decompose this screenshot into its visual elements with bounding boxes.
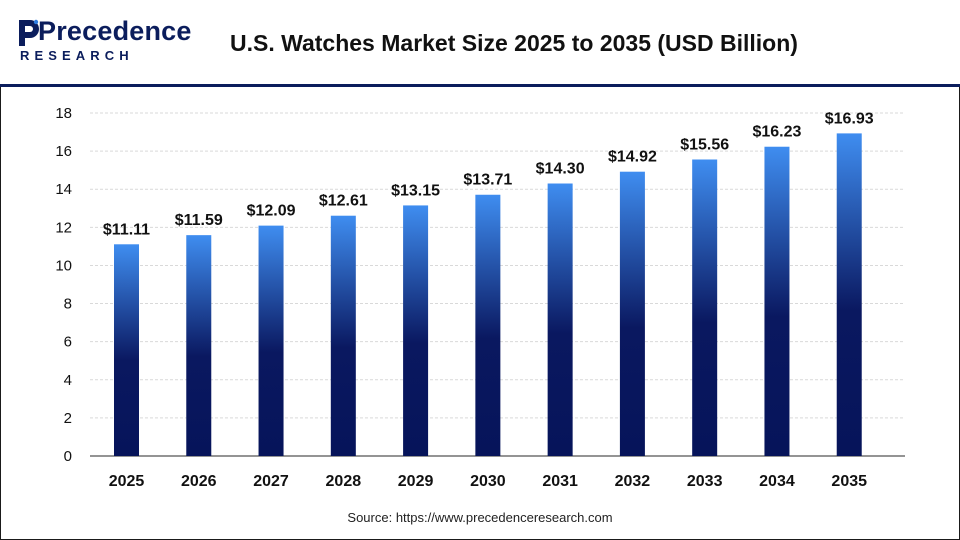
brand-logo: Precedence RESEARCH <box>16 14 191 64</box>
source-note: Source: https://www.precedenceresearch.c… <box>347 510 613 525</box>
y-tick-label: 18 <box>55 105 72 122</box>
y-tick-label: 6 <box>64 334 72 351</box>
y-tick-label: 4 <box>64 372 72 389</box>
x-tick-label: 2030 <box>470 473 506 490</box>
bar-chart: 0 2 4 6 8 10 12 14 16 18 $11.11 $11.59 $12.09 $12.61… <box>55 105 905 490</box>
x-tick-label: 2035 <box>831 473 867 490</box>
bar-2025 <box>114 244 139 456</box>
bar-2030 <box>475 194 501 456</box>
value-label-2025: $11.11 <box>103 221 150 238</box>
brand-p-icon <box>19 19 39 46</box>
bar-2031 <box>547 183 573 456</box>
bar-2027 <box>258 225 284 456</box>
y-tick-label: 14 <box>55 181 72 198</box>
y-tick-label: 2 <box>64 410 72 427</box>
value-label-2026: $11.59 <box>175 212 223 229</box>
bar-2026 <box>186 235 212 456</box>
value-label-2035: $16.93 <box>825 110 874 127</box>
value-labels: $11.11 $11.59 $12.09 $12.61 $13.15 $13.71 $14.… <box>103 110 874 238</box>
bar-2028 <box>330 215 356 456</box>
header: Precedence RESEARCH U.S. Watches Market … <box>0 0 960 84</box>
x-tick-label: 2031 <box>542 473 578 490</box>
x-tick-label: 2027 <box>253 473 289 490</box>
value-label-2028: $12.61 <box>319 193 368 210</box>
y-tick-label: 12 <box>55 219 72 236</box>
chart-title: U.S. Watches Market Size 2025 to 2035 (U… <box>230 30 798 56</box>
value-label-2031: $14.30 <box>536 161 585 178</box>
value-label-2030: $13.71 <box>463 172 512 189</box>
x-tick-label: 2029 <box>398 473 434 490</box>
x-tick-label: 2025 <box>109 473 145 490</box>
brand-subname: RESEARCH <box>20 48 134 63</box>
bar-2035 <box>836 133 862 456</box>
x-tick-label: 2033 <box>687 473 723 490</box>
value-label-2034: $16.23 <box>752 124 801 141</box>
y-tick-label: 10 <box>55 257 72 274</box>
bar-2032 <box>619 171 645 456</box>
y-axis: 0 2 4 6 8 10 12 14 16 18 <box>55 105 72 465</box>
x-tick-label: 2034 <box>759 473 795 490</box>
brand-name: Precedence <box>38 16 192 46</box>
value-label-2027: $12.09 <box>247 203 296 220</box>
bars <box>114 133 862 456</box>
y-tick-label: 16 <box>55 143 72 160</box>
value-label-2029: $13.15 <box>391 182 440 199</box>
value-label-2033: $15.56 <box>680 136 729 153</box>
y-tick-label: 0 <box>64 448 72 465</box>
header-divider <box>0 84 960 87</box>
value-label-2032: $14.92 <box>608 149 657 166</box>
bar-2034 <box>764 146 790 456</box>
x-tick-label: 2026 <box>181 473 217 490</box>
bar-2033 <box>692 159 718 456</box>
y-tick-label: 8 <box>64 296 72 313</box>
x-tick-label: 2028 <box>326 473 362 490</box>
x-tick-label: 2032 <box>615 473 651 490</box>
bar-2029 <box>403 205 429 456</box>
x-axis: 2025 2026 2027 2028 2029 2030 2031 2032 2033 2034… <box>109 473 867 490</box>
